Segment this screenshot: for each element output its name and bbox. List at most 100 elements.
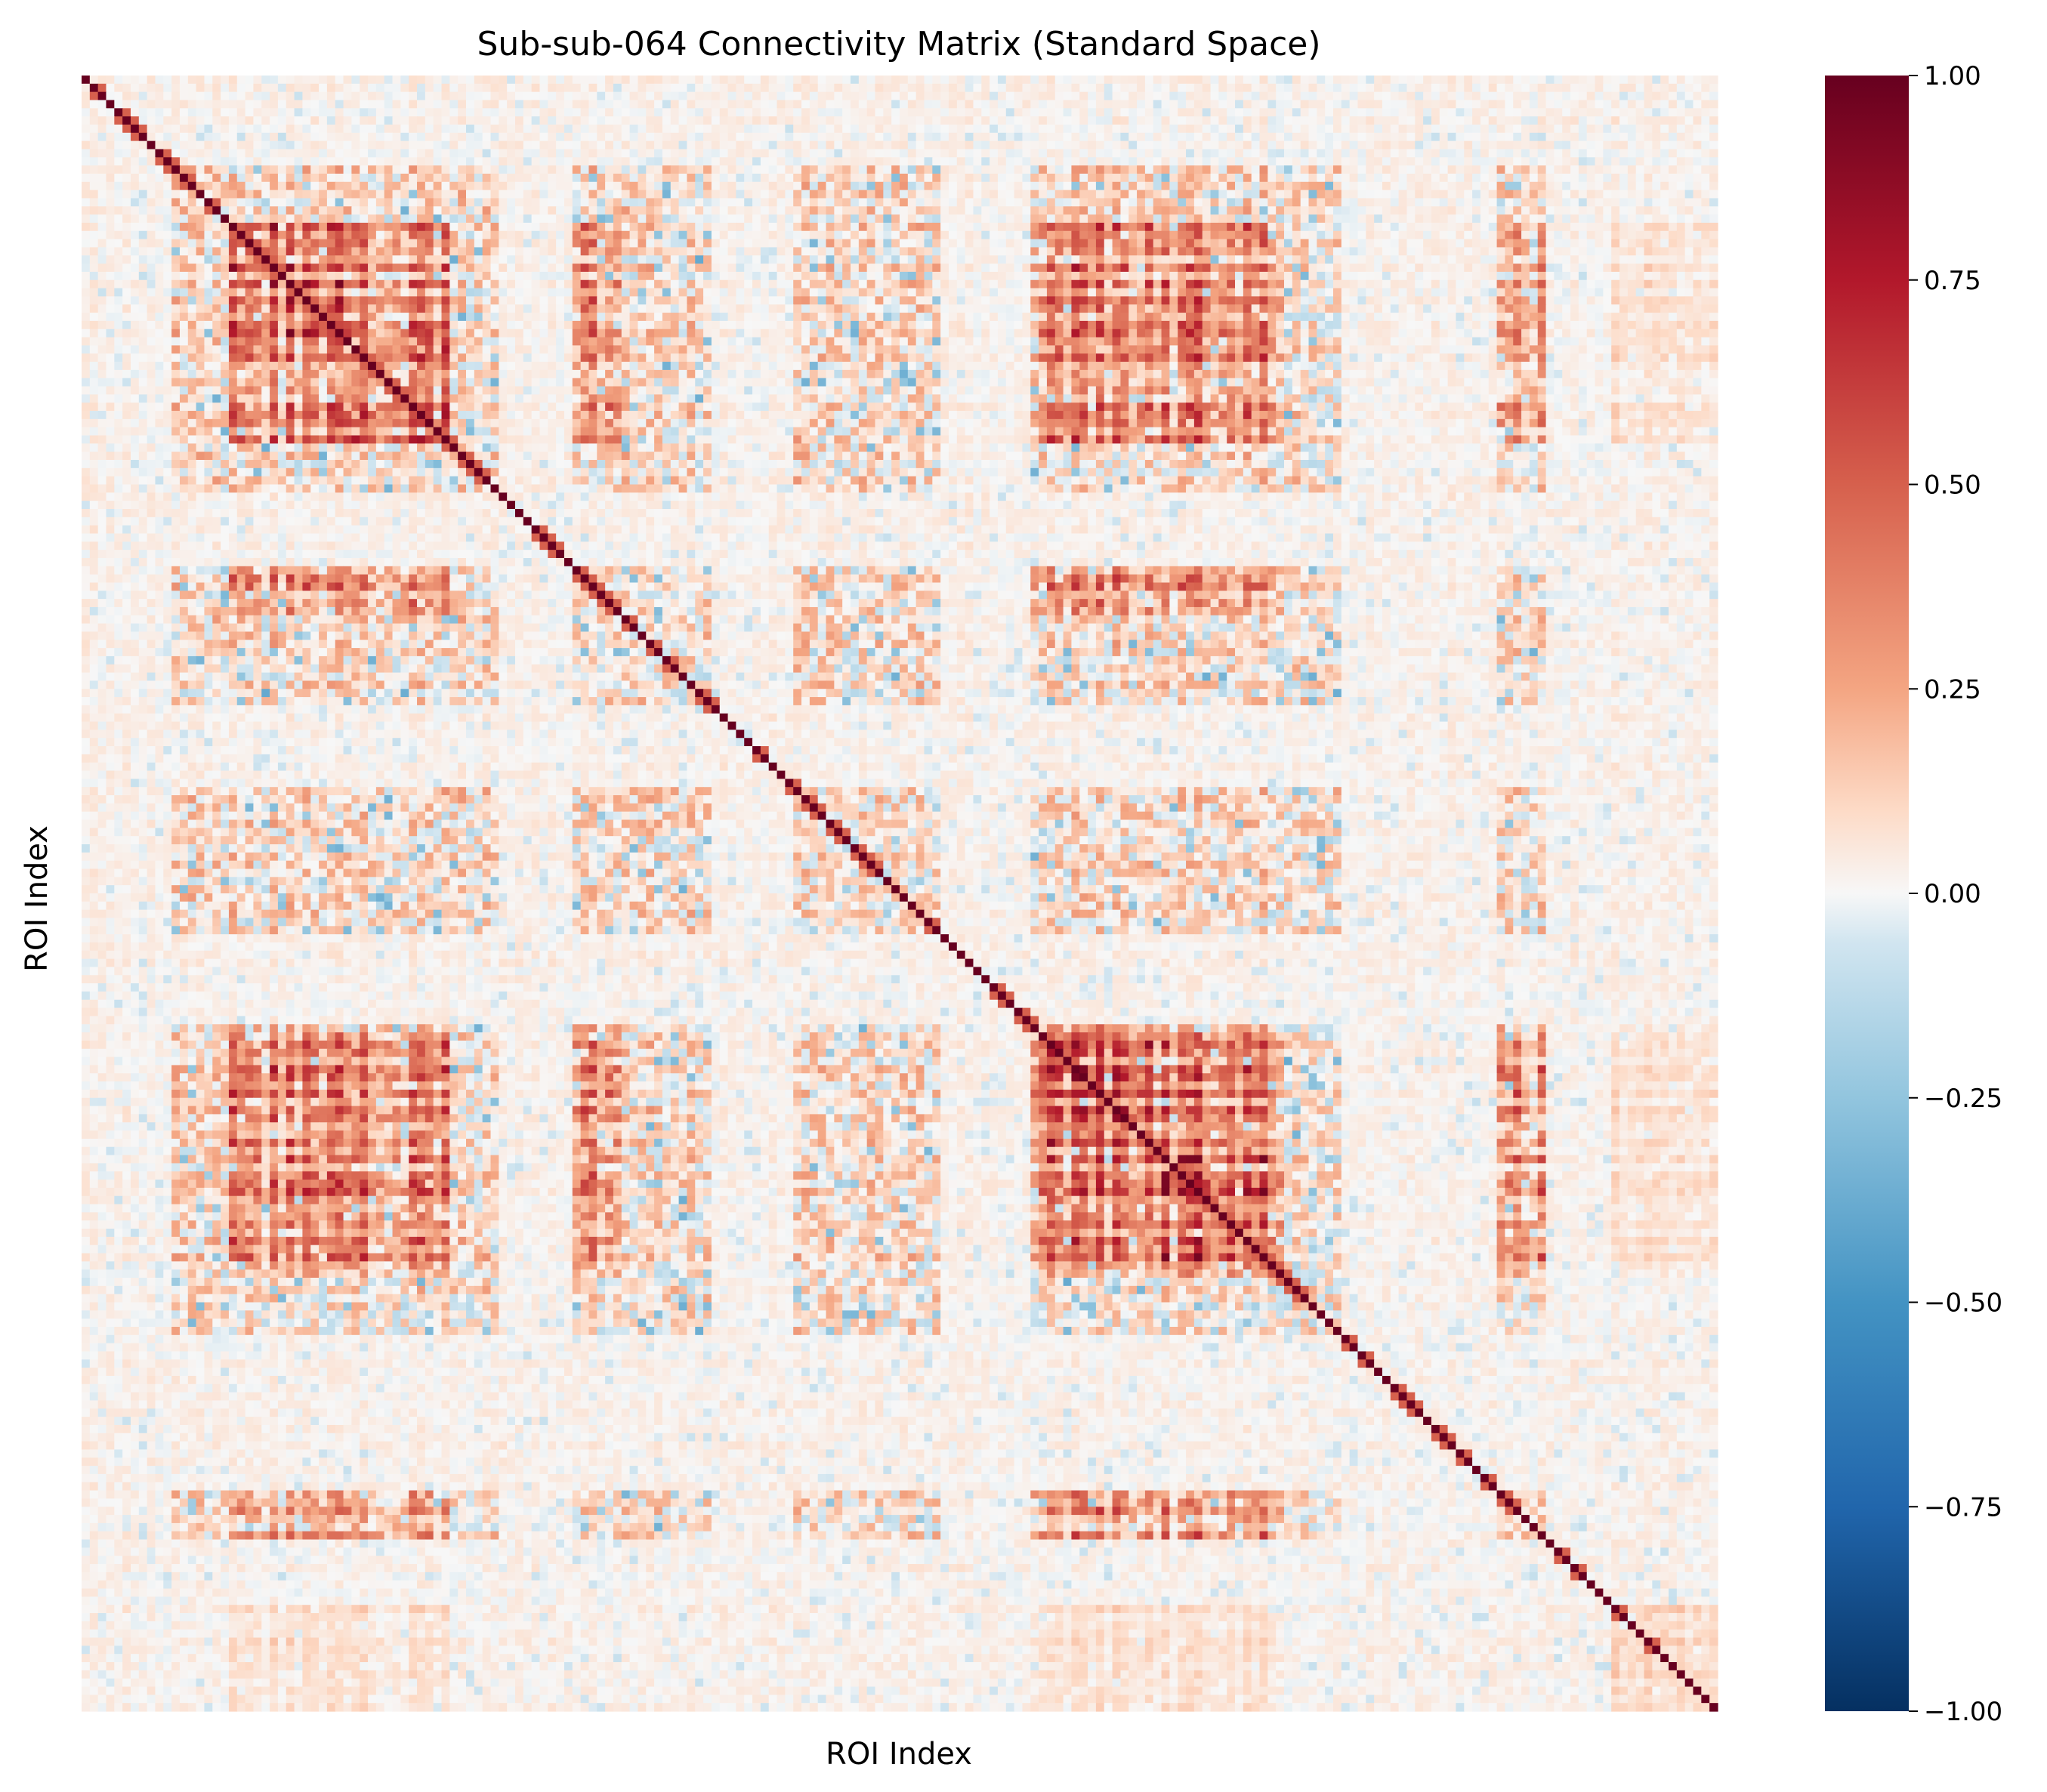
heatmap-cell (1014, 206, 1023, 214)
heatmap-cell (654, 190, 662, 199)
heatmap-cell (327, 190, 335, 199)
heatmap-cell (1587, 141, 1595, 150)
heatmap-cell (875, 239, 884, 248)
heatmap-cell (171, 116, 180, 125)
heatmap-cell (638, 84, 646, 92)
heatmap-cell (1554, 174, 1562, 182)
heatmap-cell (1587, 223, 1595, 231)
heatmap-cell (900, 247, 908, 255)
heatmap-cell (237, 108, 245, 116)
heatmap-cell (1628, 206, 1636, 214)
heatmap-cell (1480, 165, 1489, 174)
heatmap-cell (393, 133, 401, 141)
heatmap-cell (981, 108, 990, 116)
heatmap-cell (859, 141, 867, 150)
heatmap-cell (1562, 239, 1570, 248)
heatmap-cell (605, 247, 613, 255)
heatmap-cell (1595, 108, 1604, 116)
heatmap-cell (1431, 206, 1440, 214)
heatmap-cell (1162, 125, 1170, 133)
heatmap-cell (1423, 214, 1431, 223)
heatmap-cell (851, 206, 859, 214)
heatmap-cell (1203, 190, 1211, 199)
heatmap-cell (1677, 165, 1685, 174)
heatmap-cell (1104, 84, 1113, 92)
heatmap-cell (916, 214, 925, 223)
heatmap-cell (302, 100, 310, 108)
heatmap-cell (1448, 125, 1456, 133)
heatmap-cell (981, 190, 990, 199)
heatmap-cell (310, 92, 319, 100)
heatmap-cell (147, 206, 156, 214)
heatmap-cell (622, 174, 630, 182)
heatmap-cell (662, 84, 671, 92)
heatmap-cell (1366, 223, 1374, 231)
heatmap-cell (368, 116, 376, 125)
heatmap-cell (597, 92, 605, 100)
heatmap-cell (548, 223, 556, 231)
heatmap-cell (90, 76, 98, 84)
heatmap-cell (949, 125, 957, 133)
heatmap-cell (932, 239, 940, 248)
heatmap-cell (1587, 231, 1595, 239)
heatmap-cell (654, 92, 662, 100)
heatmap-cell (851, 165, 859, 174)
heatmap-cell (1284, 76, 1292, 84)
heatmap-cell (139, 198, 147, 206)
heatmap-cell (196, 84, 205, 92)
heatmap-cell (1292, 174, 1301, 182)
heatmap-cell (1006, 206, 1014, 214)
heatmap-cell (458, 116, 466, 125)
heatmap-cell (1194, 206, 1203, 214)
heatmap-cell (867, 141, 875, 150)
heatmap-cell (1333, 174, 1342, 182)
heatmap-cell (891, 141, 900, 150)
heatmap-cell (597, 108, 605, 116)
heatmap-cell (1276, 76, 1284, 84)
heatmap-cell (98, 206, 107, 214)
heatmap-cell (1186, 108, 1194, 116)
heatmap-cell (842, 239, 851, 248)
heatmap-cell (139, 141, 147, 150)
heatmap-cell (310, 84, 319, 92)
heatmap-cell (434, 165, 442, 174)
heatmap-cell (212, 84, 221, 92)
heatmap-cell (1260, 100, 1268, 108)
heatmap-cell (344, 214, 352, 223)
heatmap-cell (1309, 76, 1317, 84)
heatmap-cell (1521, 223, 1530, 231)
heatmap-cell (310, 214, 319, 223)
heatmap-cell (163, 116, 171, 125)
heatmap-cell (384, 231, 393, 239)
heatmap-cell (1677, 190, 1685, 199)
heatmap-cell (286, 182, 295, 190)
heatmap-cell (883, 149, 891, 157)
heatmap-cell (1145, 84, 1153, 92)
heatmap-cell (344, 165, 352, 174)
heatmap-cell (1554, 223, 1562, 231)
heatmap-cell (1276, 165, 1284, 174)
heatmap-cell (1252, 133, 1260, 141)
heatmap-cell (1006, 149, 1014, 157)
heatmap-cell (588, 116, 597, 125)
heatmap-cell (1660, 76, 1669, 84)
heatmap-cell (564, 100, 573, 108)
heatmap-cell (237, 247, 245, 255)
heatmap-cell (1431, 190, 1440, 199)
heatmap-cell (1709, 157, 1718, 165)
heatmap-cell (491, 214, 499, 223)
heatmap-cell (1513, 165, 1521, 174)
heatmap-cell (1562, 206, 1570, 214)
heatmap-cell (1104, 108, 1113, 116)
heatmap-cell (131, 108, 139, 116)
heatmap-cell (891, 133, 900, 141)
heatmap-cell (1096, 157, 1104, 165)
heatmap-cell (720, 247, 728, 255)
heatmap-cell (826, 214, 835, 223)
heatmap-cell (491, 239, 499, 248)
heatmap-cell (613, 247, 622, 255)
heatmap-cell (171, 141, 180, 150)
heatmap-cell (998, 76, 1006, 84)
heatmap-cell (769, 125, 777, 133)
heatmap-cell (1235, 116, 1243, 125)
